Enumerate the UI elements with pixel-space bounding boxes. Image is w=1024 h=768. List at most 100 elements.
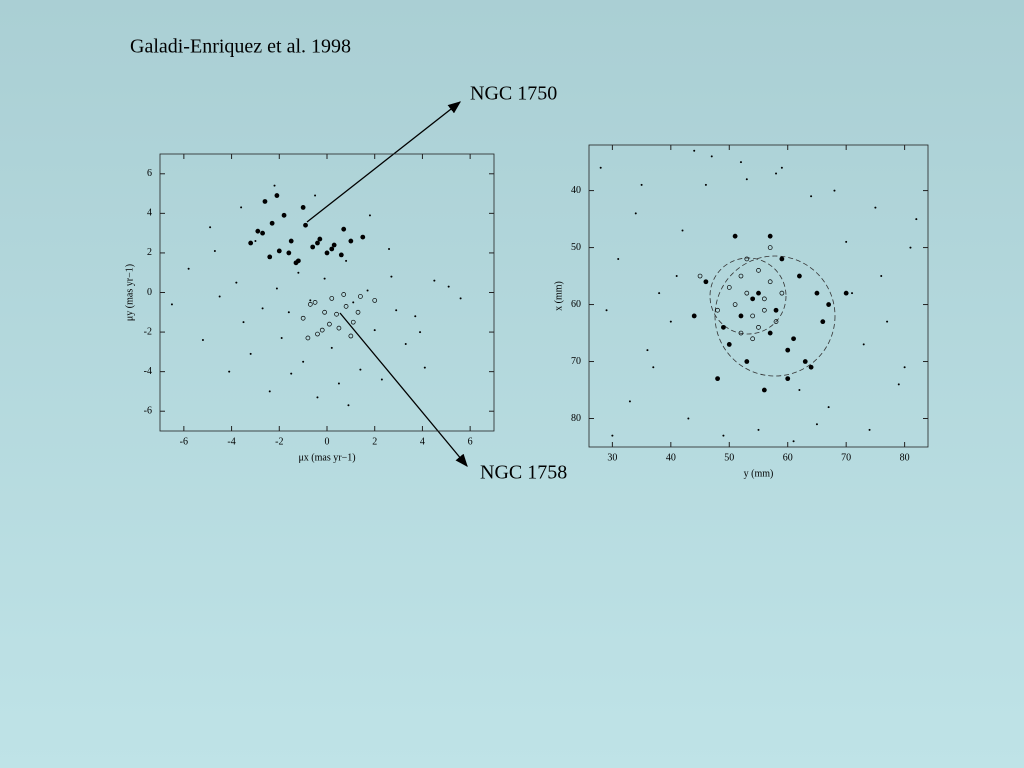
x-tick-label: 70: [841, 452, 851, 463]
point: [286, 250, 292, 256]
point: [315, 240, 320, 246]
point: [373, 329, 376, 332]
point: [341, 226, 347, 232]
point: [761, 307, 767, 313]
y-tick-label: -4: [144, 366, 152, 377]
point: [447, 285, 450, 288]
point: [280, 337, 283, 340]
point: [368, 214, 371, 217]
point: [303, 222, 308, 228]
point: [300, 315, 306, 321]
point: [300, 205, 306, 210]
point: [324, 250, 330, 256]
point: [715, 376, 720, 382]
point: [611, 434, 614, 437]
point: [617, 257, 620, 260]
point: [330, 346, 333, 349]
point: [750, 296, 756, 302]
y-tick-label: 2: [147, 247, 152, 258]
point: [814, 290, 820, 296]
point: [886, 320, 889, 323]
x-tick-label: 4: [420, 436, 425, 447]
y-tick-label: -6: [144, 406, 152, 417]
point: [721, 324, 726, 330]
point: [347, 404, 350, 407]
point: [254, 240, 257, 243]
point: [750, 336, 756, 342]
cluster-label: NGC 1758: [480, 462, 567, 484]
point: [334, 311, 339, 317]
y-axis-label: x (mm): [553, 281, 564, 311]
point: [691, 313, 697, 319]
point: [792, 440, 795, 443]
arrow: [306, 101, 462, 223]
point: [310, 244, 316, 250]
point: [209, 226, 212, 229]
point: [693, 149, 696, 152]
point: [767, 330, 773, 336]
point: [874, 206, 877, 209]
point: [767, 245, 773, 250]
point: [305, 335, 311, 341]
point: [738, 273, 744, 279]
x-tick-label: 6: [468, 436, 473, 447]
point: [309, 299, 312, 302]
point: [170, 303, 173, 306]
point: [358, 294, 363, 299]
point: [767, 233, 773, 239]
point: [722, 434, 725, 437]
point: [380, 378, 383, 381]
point: [843, 290, 849, 296]
y-tick-label: 40: [571, 185, 581, 196]
x-tick-label: 50: [724, 452, 734, 463]
y-tick-label: 80: [571, 413, 581, 424]
y-tick-label: 50: [571, 242, 581, 253]
y-axis-label: μy (mas yr−1): [124, 264, 135, 321]
point: [675, 275, 678, 278]
point: [756, 268, 761, 273]
point: [775, 172, 778, 175]
x-axis-label: y (mm): [744, 468, 774, 479]
point: [756, 324, 761, 330]
point: [897, 383, 900, 386]
point: [274, 193, 280, 198]
point: [773, 319, 779, 324]
x-tick-label: -2: [275, 436, 283, 447]
point: [820, 319, 826, 325]
region-circle: [709, 257, 787, 335]
point: [312, 300, 318, 305]
x-tick-label: 2: [372, 436, 377, 447]
point: [388, 247, 391, 250]
point: [726, 285, 732, 290]
cluster-label: NGC 1750: [470, 83, 557, 105]
point: [433, 279, 436, 282]
x-tick-label: -4: [227, 436, 235, 447]
point: [652, 366, 655, 369]
point: [248, 240, 254, 246]
point: [273, 184, 276, 187]
point: [352, 301, 355, 304]
point: [903, 366, 906, 369]
point: [327, 321, 332, 327]
point: [815, 423, 818, 426]
point: [779, 256, 785, 262]
plot-frame: [159, 153, 495, 432]
point: [423, 366, 426, 369]
point: [235, 281, 238, 284]
point: [343, 304, 349, 309]
point: [268, 390, 271, 393]
x-tick-label: 0: [325, 436, 330, 447]
point: [336, 325, 342, 331]
point: [242, 321, 245, 324]
x-axis-label: μx (mas yr−1): [298, 452, 355, 463]
point: [287, 311, 290, 314]
point: [791, 336, 796, 342]
point: [750, 313, 756, 319]
point: [297, 271, 300, 274]
arrow: [339, 312, 468, 468]
point: [687, 417, 690, 420]
point: [773, 307, 779, 313]
y-tick-label: 6: [147, 168, 152, 179]
point: [738, 313, 744, 319]
point: [459, 297, 462, 300]
